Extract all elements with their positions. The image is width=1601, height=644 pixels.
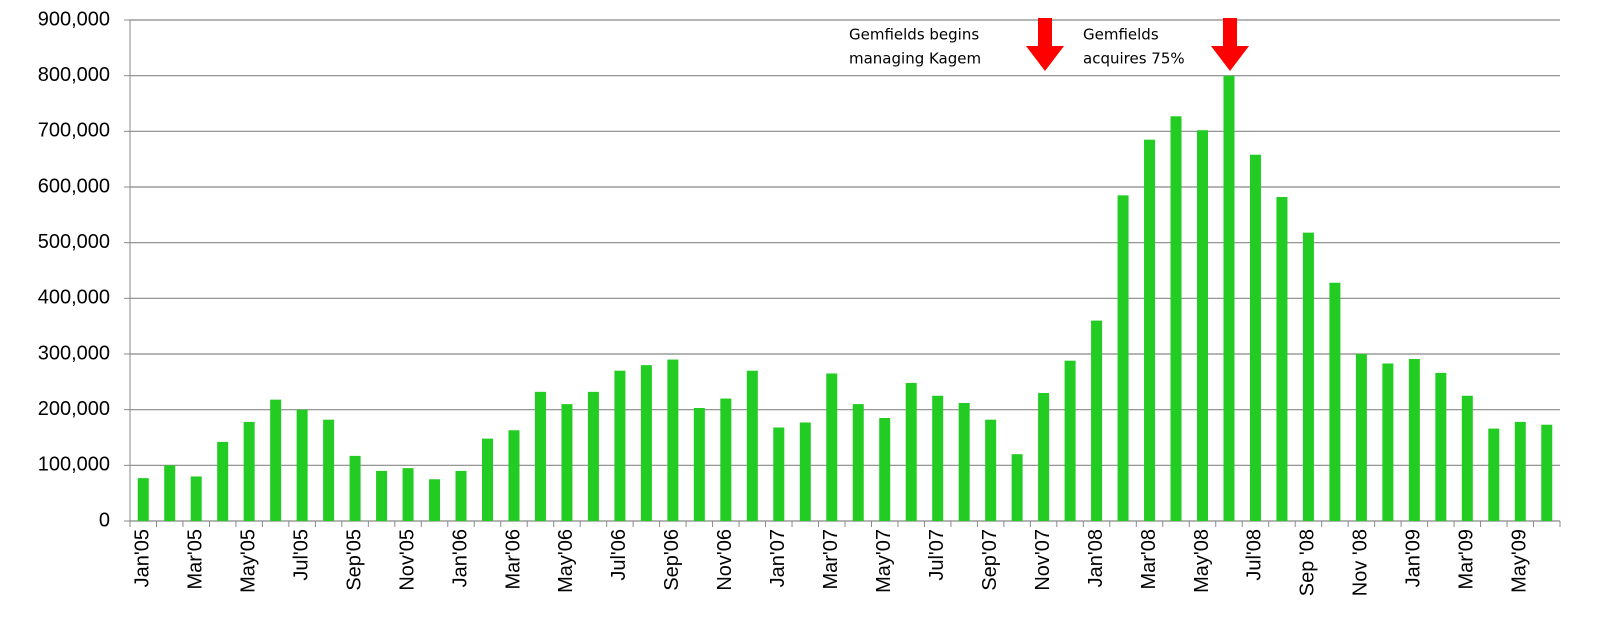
x-tick-label: Nov'07 xyxy=(1032,529,1054,591)
bar xyxy=(1435,372,1447,521)
annotation: Gemfields xyxy=(1083,26,1159,44)
y-tick-label: 500,000 xyxy=(38,231,110,253)
bar xyxy=(1011,454,1023,521)
bar xyxy=(296,409,308,521)
bar xyxy=(1541,424,1553,521)
bar xyxy=(852,404,864,521)
bar xyxy=(720,398,732,521)
y-tick-label: 300,000 xyxy=(38,342,110,364)
bar xyxy=(323,419,335,521)
bar xyxy=(1355,354,1367,521)
bar xyxy=(905,382,917,521)
bar xyxy=(1382,363,1394,521)
bar xyxy=(190,476,202,521)
bar xyxy=(1302,232,1314,521)
y-tick-label: 0 xyxy=(99,509,110,531)
x-tick-label: Sep'06 xyxy=(661,529,683,591)
bar xyxy=(1144,139,1156,521)
bar xyxy=(1249,154,1261,522)
bar xyxy=(1197,130,1208,521)
bar xyxy=(773,427,785,521)
annotation: acquires 75% xyxy=(1083,50,1185,68)
arrow xyxy=(1026,18,1064,71)
y-tick-label: 700,000 xyxy=(38,120,110,142)
x-tick-label: Mar'05 xyxy=(184,529,206,590)
x-tick-label: Sep '08 xyxy=(1297,529,1319,596)
bar xyxy=(1329,282,1341,521)
bar xyxy=(614,370,626,521)
bar xyxy=(243,421,255,521)
bar xyxy=(402,468,414,521)
bar xyxy=(217,441,229,521)
bar xyxy=(693,407,705,521)
bar xyxy=(879,418,891,521)
x-tick-label: Jan'08 xyxy=(1085,529,1107,587)
y-tick-label: 400,000 xyxy=(38,287,110,309)
bar xyxy=(508,430,520,521)
x-tick-label: Mar'06 xyxy=(502,529,524,590)
bar xyxy=(455,470,467,521)
bar xyxy=(534,391,546,521)
bar xyxy=(1514,421,1526,521)
bar xyxy=(349,455,361,521)
bar xyxy=(429,479,441,521)
x-tick-label: Sep'05 xyxy=(343,529,365,591)
y-tick-label: 100,000 xyxy=(38,454,110,476)
bar xyxy=(746,370,758,521)
bar xyxy=(270,399,282,521)
bar xyxy=(1223,75,1235,522)
bar xyxy=(1117,195,1129,521)
x-tick-label: Jan'07 xyxy=(767,529,789,587)
bar xyxy=(1276,197,1288,521)
bar xyxy=(826,373,838,521)
x-tick-label: Mar'09 xyxy=(1456,529,1478,590)
y-tick-label: 600,000 xyxy=(38,175,110,197)
bar xyxy=(1488,428,1500,521)
x-tick-label: Jan'09 xyxy=(1403,529,1425,587)
y-tick-label: 200,000 xyxy=(38,398,110,420)
bar xyxy=(1091,320,1103,521)
x-tick-label: Nov '08 xyxy=(1350,529,1372,596)
bar xyxy=(1038,392,1050,521)
y-tick-label: 800,000 xyxy=(38,64,110,86)
x-tick-label: Nov'06 xyxy=(714,529,736,591)
bar xyxy=(985,419,997,521)
bar xyxy=(667,359,679,521)
x-tick-label: Mar'07 xyxy=(820,529,842,590)
bar xyxy=(799,422,811,521)
x-tick-label: Jan'05 xyxy=(132,529,154,587)
bar xyxy=(561,404,573,521)
x-tick-label: Jul'05 xyxy=(290,529,312,581)
bar xyxy=(1064,360,1076,521)
bar xyxy=(1461,395,1473,521)
bar xyxy=(376,470,388,521)
x-tick-label: May'07 xyxy=(873,529,895,593)
annotation: managing Kagem xyxy=(849,50,981,68)
x-tick-label: Jul'07 xyxy=(926,529,948,581)
x-tick-label: Jul'08 xyxy=(1244,529,1266,581)
bar xyxy=(640,365,652,521)
bar xyxy=(958,402,970,521)
bar xyxy=(137,478,149,521)
bar xyxy=(1408,359,1420,521)
annotation: Gemfields begins xyxy=(849,26,979,44)
x-tick-label: Sep'07 xyxy=(979,529,1001,591)
bar xyxy=(587,391,599,521)
x-tick-label: May'06 xyxy=(555,529,577,593)
bar xyxy=(164,465,176,521)
x-tick-label: Jul'06 xyxy=(608,529,630,581)
bar xyxy=(482,438,493,521)
y-tick-label: 900,000 xyxy=(38,8,110,30)
x-tick-label: Mar'08 xyxy=(1138,529,1160,590)
bar xyxy=(932,395,944,521)
x-tick-label: Jan'06 xyxy=(449,529,471,587)
x-tick-label: May'09 xyxy=(1509,529,1531,593)
bar xyxy=(1170,116,1182,521)
arrow xyxy=(1211,18,1249,71)
x-tick-label: May'08 xyxy=(1191,529,1213,593)
x-tick-label: May'05 xyxy=(237,529,259,593)
x-tick-label: Nov'05 xyxy=(396,529,418,591)
